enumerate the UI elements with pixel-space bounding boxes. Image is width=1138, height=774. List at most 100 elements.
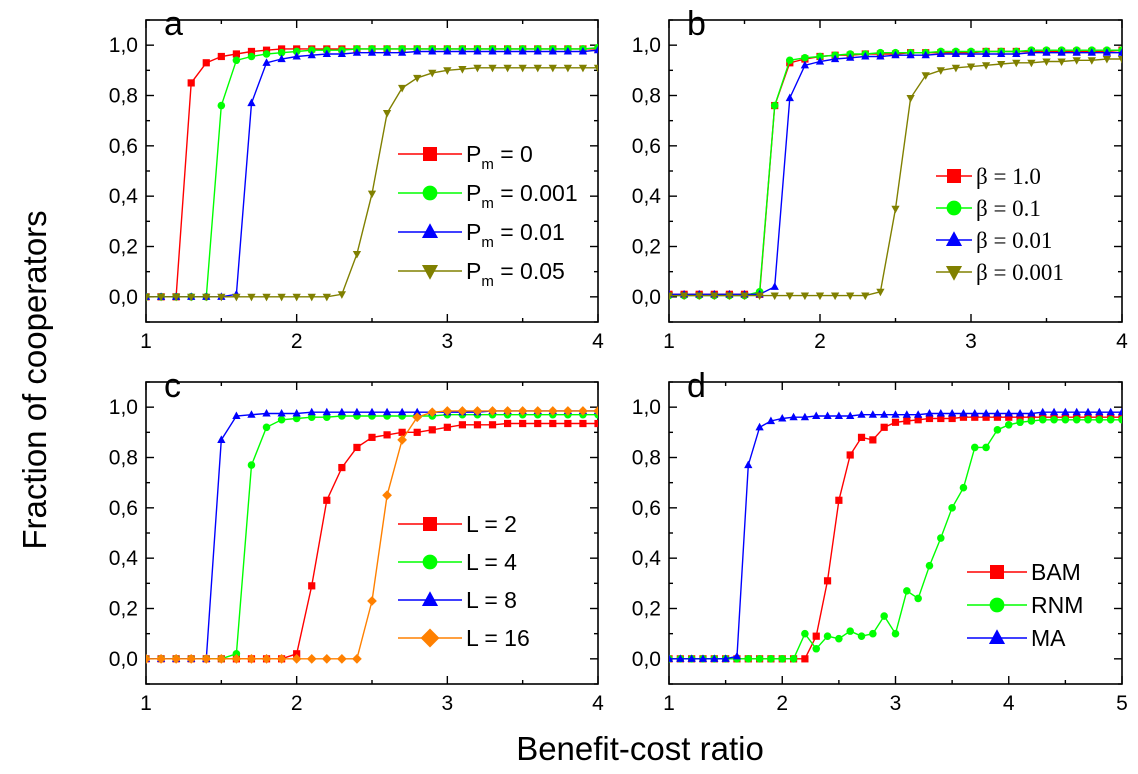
legend-label: L = 8 xyxy=(466,587,517,613)
data-point-marker xyxy=(786,56,794,65)
data-point-marker xyxy=(1057,48,1066,56)
y-tick-label: 1,0 xyxy=(109,34,138,57)
y-tick-label: 0,6 xyxy=(632,135,661,158)
data-point-marker xyxy=(277,408,286,417)
data-point-marker xyxy=(232,56,241,65)
data-point-marker xyxy=(428,426,436,434)
data-point-marker xyxy=(812,411,821,420)
data-point-marker xyxy=(778,655,787,663)
data-point-marker xyxy=(202,293,211,302)
data-point-marker xyxy=(902,410,911,418)
data-point-marker xyxy=(171,293,181,302)
data-point-marker xyxy=(247,98,256,107)
panel-letter: a xyxy=(164,5,183,43)
series-group xyxy=(146,43,598,302)
data-point-marker xyxy=(823,632,832,640)
data-point-marker xyxy=(951,64,961,73)
data-point-marker xyxy=(982,413,990,421)
y-tick-label: 0,8 xyxy=(109,447,138,470)
data-point-marker xyxy=(398,428,406,436)
data-point-marker xyxy=(710,292,719,301)
data-point-marker xyxy=(533,46,542,55)
data-point-marker xyxy=(457,406,468,416)
data-point-marker xyxy=(307,50,316,59)
data-point-marker xyxy=(1016,418,1024,427)
data-point-marker xyxy=(766,416,776,425)
x-tick-label: 2 xyxy=(291,692,303,715)
data-point-marker xyxy=(262,58,271,66)
data-point-marker xyxy=(801,53,809,62)
data-point-marker xyxy=(367,407,377,416)
data-point-marker xyxy=(891,629,900,638)
data-point-marker xyxy=(997,49,1006,58)
data-point-marker xyxy=(1095,407,1104,416)
data-point-marker xyxy=(948,504,956,512)
data-point-marker xyxy=(937,414,945,423)
data-point-marker xyxy=(323,413,331,422)
data-point-marker xyxy=(146,293,151,302)
x-tick-label: 4 xyxy=(592,692,604,715)
y-tick-label: 0,6 xyxy=(632,497,661,520)
data-point-marker xyxy=(1106,407,1115,416)
legend-marker xyxy=(947,169,961,183)
data-point-marker xyxy=(307,407,316,416)
data-point-marker xyxy=(800,60,810,69)
data-point-marker xyxy=(891,205,900,214)
data-point-marker xyxy=(1102,55,1112,64)
data-point-marker xyxy=(914,410,923,418)
data-point-marker xyxy=(156,293,166,302)
data-point-marker xyxy=(1061,415,1070,424)
data-point-marker xyxy=(292,414,301,423)
data-point-marker xyxy=(397,84,407,93)
data-point-marker xyxy=(906,94,915,103)
series-line-2 xyxy=(146,410,598,660)
data-point-marker xyxy=(971,413,979,421)
data-point-marker xyxy=(156,653,166,664)
legend-marker xyxy=(421,591,439,606)
data-point-marker xyxy=(321,653,332,664)
x-tick-label: 3 xyxy=(441,330,453,353)
data-point-marker xyxy=(921,50,930,59)
data-point-marker xyxy=(397,407,407,416)
data-point-marker xyxy=(891,50,900,59)
data-point-marker xyxy=(187,79,195,87)
y-tick-label: 0,2 xyxy=(109,598,138,621)
data-point-marker xyxy=(548,46,557,55)
data-point-marker xyxy=(785,93,794,102)
data-point-marker xyxy=(291,653,302,664)
data-point-marker xyxy=(857,410,866,418)
data-point-marker xyxy=(367,190,377,199)
data-point-marker xyxy=(232,293,241,302)
data-point-marker xyxy=(547,406,558,416)
data-point-marker xyxy=(292,51,301,60)
data-point-marker xyxy=(382,48,392,56)
data-point-marker xyxy=(367,596,377,606)
data-point-marker xyxy=(846,627,854,635)
y-tick-label: 0,4 xyxy=(632,547,662,570)
data-point-marker xyxy=(292,47,301,56)
data-point-marker xyxy=(443,67,452,75)
data-point-marker xyxy=(812,632,820,640)
legend-marker xyxy=(990,565,1004,579)
data-point-marker xyxy=(732,651,742,660)
data-point-marker xyxy=(966,49,976,58)
data-point-marker xyxy=(880,410,889,418)
data-point-marker xyxy=(292,408,301,417)
data-point-marker xyxy=(1004,421,1013,429)
data-point-marker xyxy=(1015,408,1025,417)
legend-marker xyxy=(945,266,963,281)
data-point-marker xyxy=(171,653,181,664)
data-point-marker xyxy=(1027,59,1036,68)
data-point-marker xyxy=(518,46,527,55)
series-line-3 xyxy=(146,410,598,660)
data-point-marker xyxy=(337,653,347,664)
data-point-marker xyxy=(770,282,779,290)
data-point-marker xyxy=(1087,57,1096,65)
data-point-marker xyxy=(442,406,453,416)
data-point-marker xyxy=(594,419,598,428)
legend-marker xyxy=(422,554,438,570)
x-tick-label: 2 xyxy=(291,330,303,353)
data-point-marker xyxy=(277,415,286,424)
legend-marker xyxy=(421,223,439,238)
series-line-1 xyxy=(669,49,1122,297)
